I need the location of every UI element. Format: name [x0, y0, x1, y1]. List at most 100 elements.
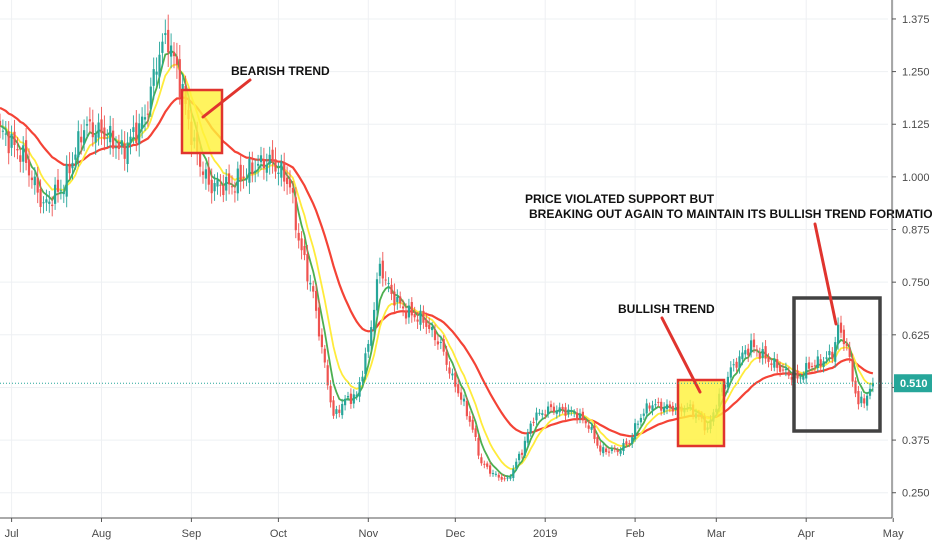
- y-tick-label: 0.750: [902, 277, 930, 289]
- candle: [660, 398, 663, 416]
- candle: [178, 44, 181, 105]
- candle: [167, 14, 170, 67]
- candle: [529, 420, 532, 437]
- candle: [518, 451, 521, 464]
- candle: [520, 449, 524, 459]
- candle: [755, 345, 758, 357]
- moving-averages: [0, 49, 874, 478]
- candle: [573, 409, 576, 418]
- x-tick-label: Mar: [707, 528, 726, 540]
- candle: [404, 303, 408, 325]
- candle: [451, 368, 454, 380]
- candle: [515, 458, 518, 472]
- x-tick-label: Oct: [270, 528, 287, 540]
- candle: [268, 146, 271, 175]
- annotation-violated-2: BREAKING OUT AGAIN TO MAINTAIN ITS BULLI…: [529, 207, 932, 221]
- candle: [103, 115, 106, 151]
- candle: [216, 172, 219, 195]
- candle: [567, 404, 570, 418]
- candle: [439, 335, 442, 350]
- candle: [767, 353, 770, 368]
- candle: [842, 325, 845, 351]
- candle: [85, 116, 89, 138]
- candle: [288, 170, 292, 194]
- candle: [59, 179, 62, 200]
- candle: [590, 422, 593, 434]
- candle: [616, 447, 619, 456]
- last-price-tag: 0.510: [894, 374, 932, 393]
- candle: [668, 400, 671, 413]
- candle: [813, 359, 816, 373]
- candle: [80, 124, 83, 155]
- candle: [460, 386, 463, 405]
- candle: [549, 400, 553, 413]
- candle: [857, 385, 860, 410]
- candle: [799, 373, 802, 384]
- candle: [584, 417, 587, 428]
- candle: [419, 304, 422, 331]
- candle: [88, 107, 91, 133]
- candle: [312, 280, 315, 299]
- candle: [477, 434, 480, 460]
- candle: [619, 447, 622, 457]
- candle: [4, 121, 7, 146]
- candle: [532, 417, 535, 427]
- candle: [442, 335, 445, 356]
- candle: [19, 146, 22, 173]
- candle: [332, 396, 335, 419]
- candle: [262, 147, 265, 180]
- candle: [776, 353, 779, 374]
- candle: [581, 407, 584, 424]
- candle: [94, 124, 97, 155]
- bearish-highlight-box: [180, 88, 224, 155]
- candle: [866, 391, 869, 411]
- candle: [805, 356, 808, 385]
- candle: [56, 168, 60, 203]
- candle: [773, 352, 776, 372]
- candle: [462, 394, 466, 407]
- candle: [225, 168, 228, 201]
- candle: [242, 165, 245, 189]
- candle: [503, 475, 506, 482]
- candle: [378, 257, 381, 284]
- candle: [109, 115, 112, 155]
- candle: [361, 370, 364, 386]
- annotation-violated-1: PRICE VIOLATED SUPPORT BUT: [525, 192, 715, 206]
- candle: [358, 377, 361, 403]
- candle: [68, 152, 71, 180]
- candle: [828, 344, 831, 362]
- candle: [245, 168, 248, 187]
- candle: [399, 291, 402, 309]
- candle: [120, 129, 123, 155]
- candle: [367, 339, 370, 358]
- candle: [297, 223, 300, 249]
- candle: [233, 181, 236, 203]
- candle: [599, 441, 602, 456]
- x-tick-label: Aug: [92, 528, 112, 540]
- ma-line-ema-short: [0, 49, 874, 478]
- candle: [523, 436, 526, 459]
- y-tick-label: 0.250: [902, 488, 930, 500]
- candle: [213, 174, 216, 201]
- candle: [170, 33, 173, 69]
- annotation-arrows: [201, 78, 838, 394]
- candle: [425, 312, 428, 335]
- candle: [315, 284, 318, 319]
- candle: [172, 42, 176, 69]
- candle: [42, 196, 45, 214]
- candle: [48, 191, 51, 213]
- candle: [39, 179, 42, 214]
- candle: [344, 394, 347, 411]
- candle: [747, 343, 750, 362]
- candle: [83, 119, 86, 152]
- candle: [294, 187, 297, 239]
- candle: [634, 418, 637, 442]
- x-tick-label: May: [883, 528, 904, 540]
- candle: [863, 394, 866, 409]
- candle: [781, 363, 785, 375]
- candle: [239, 154, 242, 192]
- candle: [570, 406, 573, 416]
- candle: [428, 317, 431, 334]
